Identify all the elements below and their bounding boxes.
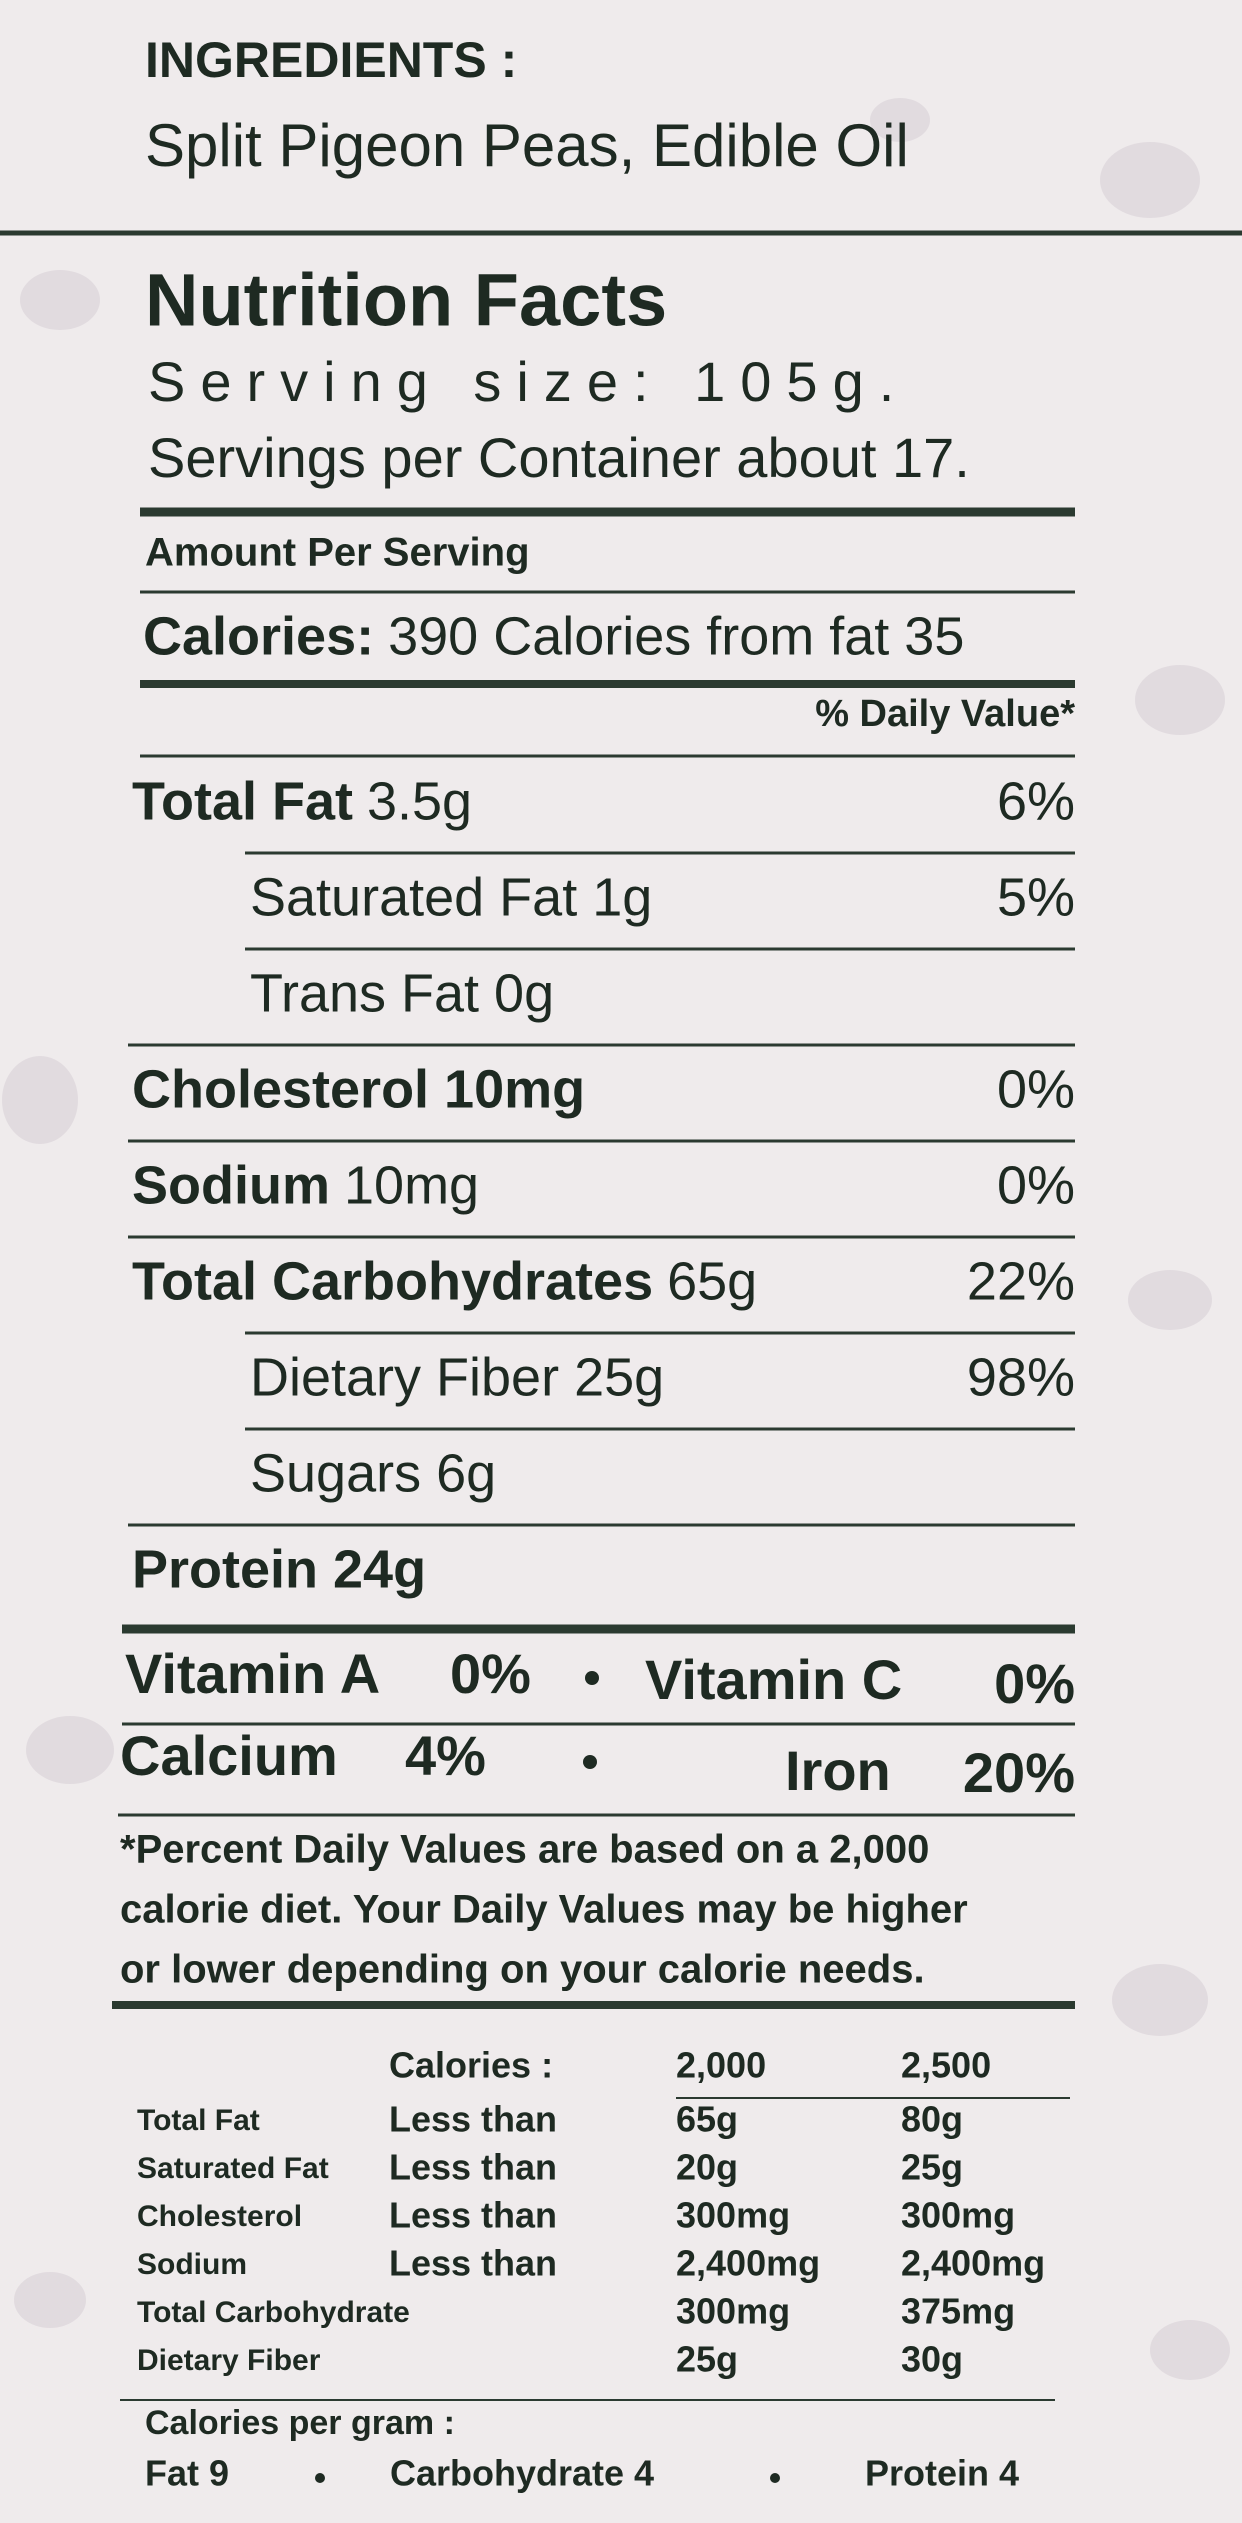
nutrient-amount: 3.5g [367,771,472,831]
reference-limit: Less than [389,2147,557,2188]
reference-value: 30g [901,2339,963,2380]
amount-per-serving: Amount Per Serving [145,531,530,575]
reference-value: 80g [901,2099,963,2140]
reference-limit: Less than [389,2195,557,2236]
servings-per-container: Servings per Container about 17. [148,426,970,489]
reference-value: 375mg [901,2291,1015,2332]
reference-value: 300mg [676,2195,790,2236]
ingredients-text: Split Pigeon Peas, Edible Oil [145,112,909,179]
nutrient-label: Protein 24g [132,1539,426,1599]
vitamin-value: 4% [405,1724,486,1787]
vitamin-name: Vitamin C [645,1648,902,1711]
reference-nutrient: Total Fat [137,2104,260,2137]
reference-value: 20g [676,2147,738,2188]
reference-value: 2,400mg [676,2243,820,2284]
reference-limit: Less than [389,2243,557,2284]
nutrient-amount: 65g [667,1251,757,1311]
nutrition-title: Nutrition Facts [145,259,667,342]
nutrient-amount: 10mg [344,1155,479,1215]
daily-value: 5% [997,867,1075,927]
vitamin-name: Calcium [120,1724,338,1787]
label-content: INGREDIENTS : Split Pigeon Peas, Edible O… [0,32,1242,2494]
sub-nutrient-label: Dietary Fiber 25g [250,1347,664,1407]
reference-limit: Less than [389,2099,557,2140]
footnote-line: calorie diet. Your Daily Values may be h… [120,1888,968,1932]
bullet [585,1671,599,1685]
daily-value: 98% [967,1347,1075,1407]
daily-value: 6% [997,771,1075,831]
vitamin-name: Iron [785,1739,891,1802]
sub-nutrient-label: Sugars 6g [250,1443,496,1503]
ingredients-heading: INGREDIENTS : [145,32,517,88]
reference-value: 300mg [676,2291,790,2332]
reference-header: 2,000 [676,2045,766,2086]
reference-nutrient: Dietary Fiber [137,2344,321,2377]
calories-per-gram-item: Protein 4 [865,2453,1019,2494]
calories-per-gram-heading: Calories per gram : [145,2404,455,2442]
nutrient-label: Total Fat [132,771,353,831]
reference-value: 25g [676,2339,738,2380]
reference-value: 65g [676,2099,738,2140]
reference-value: 300mg [901,2195,1015,2236]
bullet [315,2473,325,2483]
calories-label: Calories: [143,606,374,666]
speckles [2,98,1230,2380]
calories-text: 390 Calories from fat 35 [388,606,964,666]
reference-nutrient: Saturated Fat [137,2152,329,2185]
reference-value: 25g [901,2147,963,2188]
vitamin-value: 20% [963,1741,1075,1804]
sub-nutrient-label: Trans Fat 0g [250,963,554,1023]
bullet [583,1755,597,1769]
nutrient-label: Sodium [132,1155,330,1215]
daily-value: 22% [967,1251,1075,1311]
reference-header: 2,500 [901,2045,991,2086]
calories-per-gram-item: Carbohydrate 4 [390,2453,654,2494]
daily-value: 0% [997,1059,1075,1119]
nutrient-label: Cholesterol 10mg [132,1059,585,1119]
daily-value-heading: % Daily Value* [815,693,1075,735]
reference-header: Calories : [389,2045,553,2086]
vitamin-value: 0% [994,1652,1075,1715]
daily-value: 0% [997,1155,1075,1215]
serving-size: Serving size: 105g. [148,350,909,413]
reference-nutrient: Total Carbohydrate [137,2296,410,2329]
footnote-line: *Percent Daily Values are based on a 2,0… [120,1828,929,1872]
reference-value: 2,400mg [901,2243,1045,2284]
footnote-line: or lower depending on your calorie needs… [120,1948,925,1992]
bullet [770,2473,780,2483]
reference-nutrient: Sodium [137,2248,247,2281]
sub-nutrient-label: Saturated Fat 1g [250,867,652,927]
nutrient-label: Total Carbohydrates [132,1251,653,1311]
vitamin-value: 0% [450,1642,531,1705]
vitamin-name: Vitamin A [125,1642,380,1705]
calories-per-gram-item: Fat 9 [145,2453,229,2494]
reference-nutrient: Cholesterol [137,2200,302,2233]
